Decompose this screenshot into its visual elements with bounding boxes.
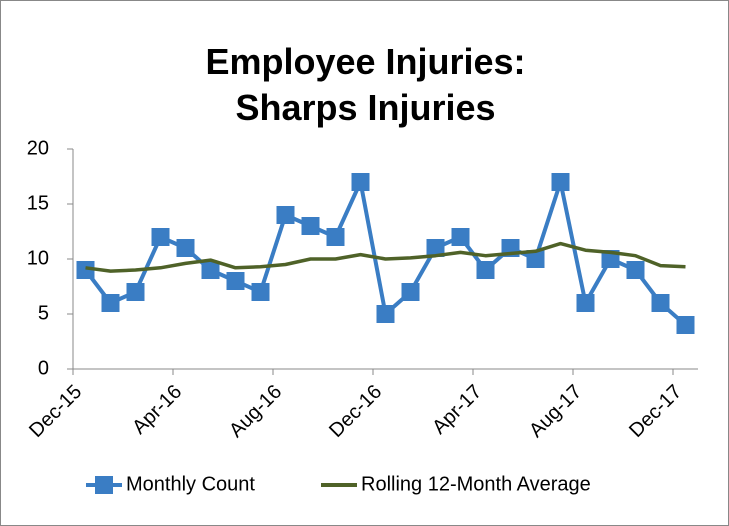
x-tick-label: Dec-17 xyxy=(625,381,686,442)
marker xyxy=(626,261,645,279)
legend-label: Rolling 12-Month Average xyxy=(361,473,591,495)
x-tick-label: Apr-17 xyxy=(428,381,486,439)
marker xyxy=(151,228,170,246)
marker xyxy=(651,294,670,312)
marker xyxy=(451,228,470,246)
marker xyxy=(676,316,695,334)
series-line xyxy=(85,241,686,273)
chart-title: Employee Injuries: Sharps Injuries xyxy=(205,41,526,128)
marker xyxy=(551,173,570,191)
marker xyxy=(401,283,420,301)
marker xyxy=(201,261,220,279)
legend-marker xyxy=(95,476,113,494)
y-tick-label: 5 xyxy=(38,302,49,324)
marker xyxy=(176,239,195,257)
y-tick-label: 10 xyxy=(27,247,49,269)
marker xyxy=(526,250,545,268)
marker xyxy=(476,261,495,279)
series-line xyxy=(83,180,687,327)
marker xyxy=(276,206,295,224)
y-tick-label: 15 xyxy=(27,192,49,214)
marker xyxy=(301,217,320,235)
y-tick-label: 0 xyxy=(38,357,49,379)
marker xyxy=(126,283,145,301)
marker xyxy=(326,228,345,246)
x-tick-label: Apr-16 xyxy=(128,381,186,439)
marker xyxy=(226,272,245,290)
x-tick-label: Dec-16 xyxy=(325,381,386,442)
x-tick-label: Aug-17 xyxy=(525,381,586,442)
marker xyxy=(251,283,270,301)
marker xyxy=(576,294,595,312)
x-tick-label: Aug-16 xyxy=(225,381,286,442)
marker xyxy=(351,173,370,191)
y-tick-label: 20 xyxy=(27,137,49,159)
marker xyxy=(426,239,445,257)
title-box: Employee Injuries: Sharps Injuries xyxy=(1,39,728,131)
marker xyxy=(376,305,395,323)
legend-label: Monthly Count xyxy=(126,473,255,495)
marker xyxy=(101,294,120,312)
x-tick-label: Dec-15 xyxy=(25,381,86,442)
marker xyxy=(76,261,95,279)
